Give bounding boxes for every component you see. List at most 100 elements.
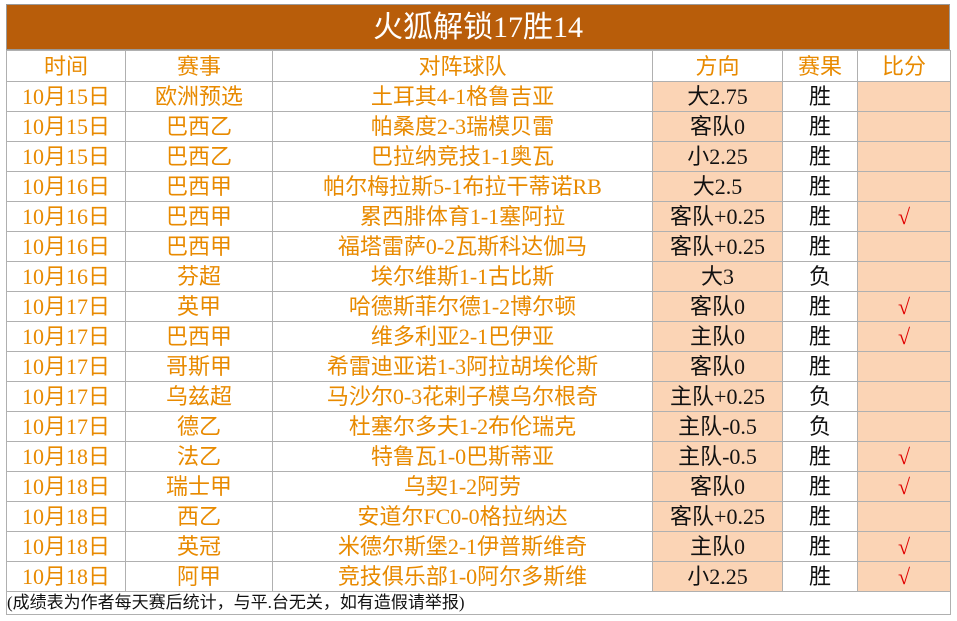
result-row: 10月17日 哥斯甲 希雷迪亚诺1-3阿拉胡埃伦斯 客队0 胜 bbox=[6, 351, 951, 382]
league-cell: 芬超 bbox=[125, 261, 273, 292]
footer-note: (成绩表为作者每天赛后统计，与平.台无关，如有造假请举报) bbox=[6, 591, 951, 615]
score-cell: √ bbox=[857, 531, 951, 562]
score-cell bbox=[857, 351, 951, 382]
result-cell: 胜 bbox=[782, 81, 858, 112]
date-cell: 10月15日 bbox=[6, 81, 126, 112]
league-cell: 瑞士甲 bbox=[125, 471, 273, 502]
direction-cell: 客队+0.25 bbox=[652, 501, 783, 532]
column-header: 对阵球队 bbox=[272, 50, 653, 82]
score-cell bbox=[857, 261, 951, 292]
footer-row: (成绩表为作者每天赛后统计，与平.台无关，如有造假请举报) bbox=[6, 591, 951, 615]
column-header: 方向 bbox=[652, 50, 783, 82]
result-cell: 负 bbox=[782, 381, 858, 412]
league-cell: 欧洲预选 bbox=[125, 81, 273, 112]
direction-cell: 主队0 bbox=[652, 531, 783, 562]
result-row: 10月18日 英冠 米德尔斯堡2-1伊普斯维奇 主队0 胜 √ bbox=[6, 531, 951, 562]
league-cell: 哥斯甲 bbox=[125, 351, 273, 382]
column-header: 赛果 bbox=[782, 50, 858, 82]
date-cell: 10月16日 bbox=[6, 231, 126, 262]
result-row: 10月18日 西乙 安道尔FC0-0格拉纳达 客队+0.25 胜 bbox=[6, 501, 951, 532]
direction-cell: 客队+0.25 bbox=[652, 201, 783, 232]
league-cell: 巴西乙 bbox=[125, 141, 273, 172]
date-cell: 10月15日 bbox=[6, 141, 126, 172]
score-cell bbox=[857, 81, 951, 112]
result-row: 10月17日 德乙 杜塞尔多夫1-2布伦瑞克 主队-0.5 负 bbox=[6, 411, 951, 442]
column-header: 时间 bbox=[6, 50, 126, 82]
date-cell: 10月18日 bbox=[6, 471, 126, 502]
result-cell: 胜 bbox=[782, 501, 858, 532]
direction-cell: 主队0 bbox=[652, 321, 783, 352]
result-cell: 胜 bbox=[782, 201, 858, 232]
result-row: 10月16日 芬超 埃尔维斯1-1古比斯 大3 负 bbox=[6, 261, 951, 292]
result-row: 10月15日 巴西乙 巴拉纳竞技1-1奥瓦 小2.25 胜 bbox=[6, 141, 951, 172]
score-cell bbox=[857, 411, 951, 442]
match-cell: 哈德斯菲尔德1-2博尔顿 bbox=[272, 291, 653, 322]
result-row: 10月16日 巴西甲 帕尔梅拉斯5-1布拉干蒂诺RB 大2.5 胜 bbox=[6, 171, 951, 202]
score-cell bbox=[857, 171, 951, 202]
date-cell: 10月15日 bbox=[6, 111, 126, 142]
match-cell: 巴拉纳竞技1-1奥瓦 bbox=[272, 141, 653, 172]
result-cell: 胜 bbox=[782, 141, 858, 172]
match-cell: 乌契1-2阿劳 bbox=[272, 471, 653, 502]
results-sheet: 火狐解锁17胜14 时间 赛事 对阵球队 方向 赛果 比分 10月15日 欧洲预选 土耳其4-… bbox=[6, 4, 951, 615]
direction-cell: 客队0 bbox=[652, 291, 783, 322]
direction-cell: 大3 bbox=[652, 261, 783, 292]
result-row: 10月17日 乌兹超 马沙尔0-3花剌子模乌尔根奇 主队+0.25 负 bbox=[6, 381, 951, 412]
date-cell: 10月16日 bbox=[6, 201, 126, 232]
result-cell: 胜 bbox=[782, 351, 858, 382]
result-cell: 胜 bbox=[782, 291, 858, 322]
date-cell: 10月16日 bbox=[6, 261, 126, 292]
match-cell: 维多利亚2-1巴伊亚 bbox=[272, 321, 653, 352]
score-cell: √ bbox=[857, 441, 951, 472]
league-cell: 巴西乙 bbox=[125, 111, 273, 142]
match-cell: 福塔雷萨0-2瓦斯科达伽马 bbox=[272, 231, 653, 262]
direction-cell: 主队+0.25 bbox=[652, 381, 783, 412]
match-cell: 埃尔维斯1-1古比斯 bbox=[272, 261, 653, 292]
match-cell: 帕桑度2-3瑞模贝雷 bbox=[272, 111, 653, 142]
date-cell: 10月16日 bbox=[6, 171, 126, 202]
score-cell: √ bbox=[857, 201, 951, 232]
score-cell bbox=[857, 501, 951, 532]
league-cell: 巴西甲 bbox=[125, 201, 273, 232]
date-cell: 10月18日 bbox=[6, 441, 126, 472]
result-cell: 胜 bbox=[782, 531, 858, 562]
score-cell bbox=[857, 381, 951, 412]
date-cell: 10月18日 bbox=[6, 561, 126, 592]
direction-cell: 主队-0.5 bbox=[652, 411, 783, 442]
match-cell: 安道尔FC0-0格拉纳达 bbox=[272, 501, 653, 532]
date-cell: 10月18日 bbox=[6, 531, 126, 562]
league-cell: 巴西甲 bbox=[125, 231, 273, 262]
result-cell: 负 bbox=[782, 411, 858, 442]
result-cell: 负 bbox=[782, 261, 858, 292]
result-cell: 胜 bbox=[782, 561, 858, 592]
result-cell: 胜 bbox=[782, 231, 858, 262]
direction-cell: 小2.25 bbox=[652, 561, 783, 592]
direction-cell: 大2.5 bbox=[652, 171, 783, 202]
match-cell: 土耳其4-1格鲁吉亚 bbox=[272, 81, 653, 112]
direction-cell: 客队0 bbox=[652, 351, 783, 382]
direction-cell: 主队-0.5 bbox=[652, 441, 783, 472]
score-cell: √ bbox=[857, 321, 951, 352]
score-cell: √ bbox=[857, 471, 951, 502]
score-cell: √ bbox=[857, 291, 951, 322]
match-cell: 竞技俱乐部1-0阿尔多斯维 bbox=[272, 561, 653, 592]
date-cell: 10月17日 bbox=[6, 321, 126, 352]
result-cell: 胜 bbox=[782, 111, 858, 142]
date-cell: 10月18日 bbox=[6, 501, 126, 532]
column-header: 比分 bbox=[857, 50, 951, 82]
match-cell: 希雷迪亚诺1-3阿拉胡埃伦斯 bbox=[272, 351, 653, 382]
date-cell: 10月17日 bbox=[6, 291, 126, 322]
result-row: 10月18日 阿甲 竞技俱乐部1-0阿尔多斯维 小2.25 胜 √ bbox=[6, 561, 951, 592]
direction-cell: 小2.25 bbox=[652, 141, 783, 172]
result-row: 10月17日 英甲 哈德斯菲尔德1-2博尔顿 客队0 胜 √ bbox=[6, 291, 951, 322]
league-cell: 巴西甲 bbox=[125, 171, 273, 202]
match-cell: 马沙尔0-3花剌子模乌尔根奇 bbox=[272, 381, 653, 412]
league-cell: 乌兹超 bbox=[125, 381, 273, 412]
score-cell: √ bbox=[857, 561, 951, 592]
match-cell: 累西腓体育1-1塞阿拉 bbox=[272, 201, 653, 232]
date-cell: 10月17日 bbox=[6, 351, 126, 382]
column-header: 赛事 bbox=[125, 50, 273, 82]
score-cell bbox=[857, 141, 951, 172]
result-row: 10月18日 瑞士甲 乌契1-2阿劳 客队0 胜 √ bbox=[6, 471, 951, 502]
